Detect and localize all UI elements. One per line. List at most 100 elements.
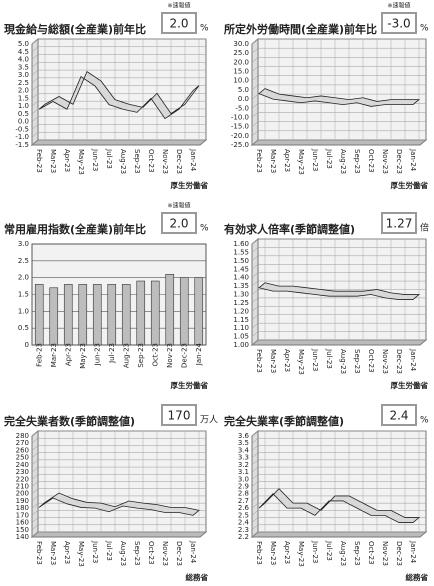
y-tick-label: 0 [25, 341, 29, 349]
bar [107, 284, 117, 346]
x-tick-label: Feb-23 [35, 149, 43, 173]
grid-line [251, 139, 426, 146]
grid-line [251, 488, 426, 494]
y-tick-label: 2.2 [238, 533, 249, 541]
headline-value: 2.0 [169, 17, 188, 31]
x-tick-label: Oct-23 [367, 541, 375, 565]
y-tick-label: 1.60 [233, 240, 249, 248]
y-tick-label: 1.25 [233, 299, 249, 307]
x-tick-label: Oct-23 [151, 343, 159, 367]
y-tick-label: 4.5 [18, 48, 29, 56]
x-tick-label: Jul-23 [105, 540, 113, 561]
grid-line [31, 437, 206, 444]
grid-line [251, 331, 426, 337]
y-tick-label: -1.0 [15, 133, 29, 141]
x-tick-label: Sep-23 [353, 541, 361, 566]
x-tick-label: Oct-23 [147, 149, 155, 173]
value-box [161, 212, 197, 234]
bar [34, 284, 44, 346]
y-tick-label: -10.0 [231, 113, 249, 121]
y-tick-label: 0.5 [18, 110, 29, 118]
x-tick-label: Feb-23 [255, 541, 263, 565]
x-tick-label: Jun-23 [311, 540, 319, 563]
y-tick-label: 5.0 [238, 86, 249, 94]
value-box [161, 404, 197, 426]
y-tick-label: 5.0 [18, 40, 29, 48]
x-tick-label: Nov-23 [381, 541, 389, 566]
grid-line [251, 264, 426, 270]
grid-line [31, 474, 206, 480]
y-tick-label: 270 [16, 439, 29, 447]
y-tick-label: -1.5 [15, 141, 29, 149]
y-tick-label: 30.0 [233, 40, 249, 48]
y-tick-label: 25.0 [233, 49, 249, 57]
x-tick-label: Jan-24 [189, 148, 197, 172]
y-tick-label: 1.5 [18, 291, 29, 299]
x-tick-label: Oct-23 [367, 149, 375, 173]
unit: 万人 [200, 415, 218, 426]
grid-line [251, 531, 426, 538]
y-tick-label: 3.5 [18, 63, 29, 71]
y-tick-label: 1.15 [233, 316, 249, 324]
y-tick-label: 200 [16, 490, 29, 498]
value-box [381, 12, 417, 34]
x-tick-label: Apr-23 [283, 541, 291, 564]
bar [63, 284, 73, 346]
x-tick-label: Aug-23 [119, 541, 127, 566]
x-tick-label: Nov-23 [161, 149, 169, 174]
y-tick-label: 15.0 [233, 68, 249, 76]
x-tick-label: Jul-23 [325, 348, 333, 369]
y-tick-label: -15.0 [231, 123, 249, 131]
grid-line [251, 38, 426, 45]
y-tick-label: 250 [16, 454, 29, 462]
x-tick-label: Jan-24 [195, 342, 203, 366]
y-tick-label: 140 [16, 533, 29, 541]
ribbon-line [38, 71, 200, 120]
grid-line [31, 131, 206, 138]
x-tick-label: Nov-23 [166, 343, 174, 368]
bar [92, 284, 102, 346]
chart-title: 完全失業者数(季節調整値) [4, 414, 135, 428]
y-tick-label: 2.5 [18, 79, 29, 87]
grid-line [31, 481, 206, 487]
note: ※速報値 [387, 2, 410, 10]
y-tick-label: 2.5 [18, 257, 29, 265]
grid-line [251, 130, 426, 137]
grid-line [251, 255, 426, 262]
grid-line [251, 47, 426, 54]
grid-line [251, 66, 426, 72]
x-tick-label: May-23 [77, 541, 85, 567]
grid-line [251, 474, 426, 480]
x-tick-label: Dec-23 [395, 541, 403, 566]
grid-line [31, 139, 206, 146]
x-tick-label: Sep-23 [353, 149, 361, 174]
grid-line [251, 322, 426, 329]
grid-line [251, 238, 426, 245]
ribbon-line [38, 492, 200, 516]
grid-line [251, 75, 426, 81]
x-tick-label: May-23 [77, 149, 85, 175]
headline-value: 1.27 [386, 217, 413, 231]
x-tick-label: Feb-23 [255, 349, 263, 373]
grid-line [31, 85, 206, 91]
unit: % [420, 416, 429, 426]
x-tick-label: Jun-23 [93, 343, 101, 366]
y-tick-label: 1.0 [18, 307, 29, 315]
x-tick-label: Mar-23 [49, 541, 57, 565]
x-tick-label: Jan-24 [409, 148, 417, 172]
x-tick-label: May-23 [79, 343, 87, 369]
plot-back [37, 38, 207, 141]
grid-line [251, 272, 426, 278]
y-tick-label: 1.10 [233, 324, 249, 332]
plot-floor [30, 139, 208, 146]
x-tick-label: Dec-23 [180, 343, 188, 368]
plot-floor [30, 531, 208, 538]
x-tick-label: Sep-23 [353, 349, 361, 374]
y-tick-label: 2.5 [238, 511, 249, 519]
y-tick-label: -25.0 [231, 141, 249, 149]
grid-line [251, 297, 426, 304]
x-tick-label: Aug-23 [339, 541, 347, 566]
bar [194, 277, 204, 346]
y-tick-label: 0.0 [238, 95, 249, 103]
